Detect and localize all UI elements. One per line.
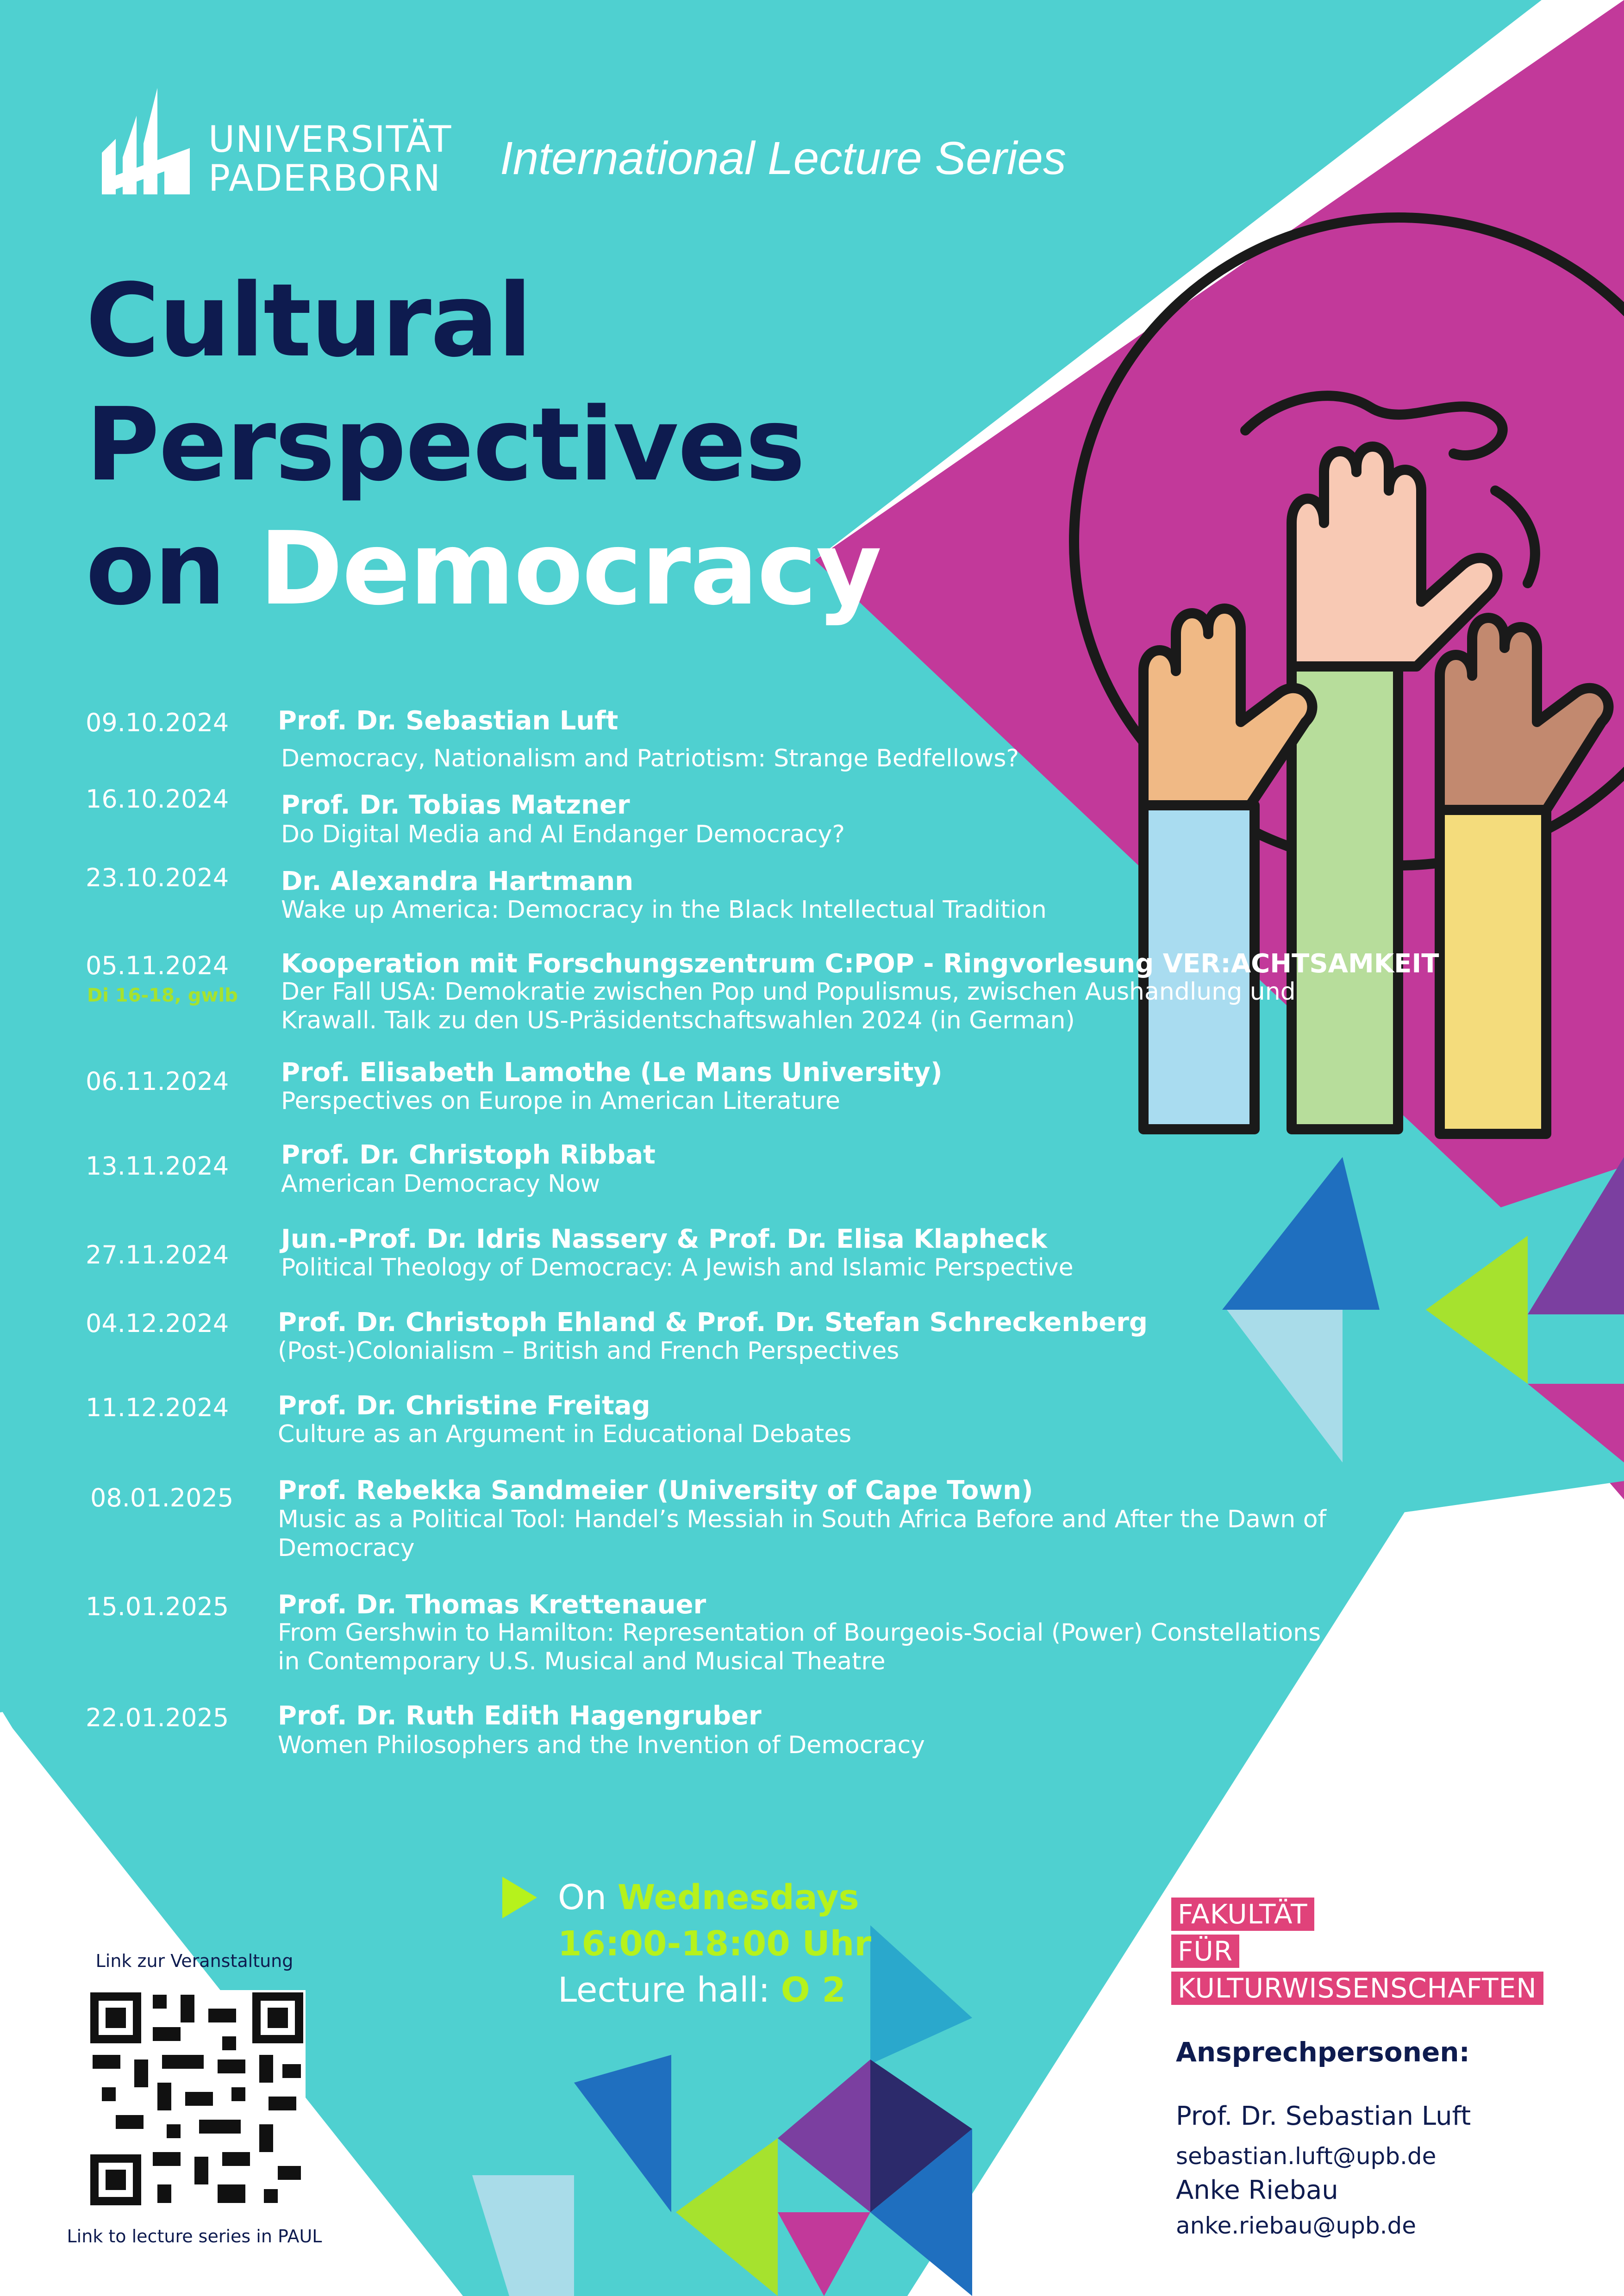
page-title: Cultural Perspectives on Democracy (86, 259, 882, 631)
qr-code[interactable] (88, 1990, 306, 2208)
deco-triangle (472, 2175, 574, 2296)
deco-triangle (870, 2060, 972, 2212)
lecture-speaker: Prof. Dr. Thomas Krettenauer (278, 1590, 706, 1620)
lecture-title: Music as a Political Tool: Handel’s Mess… (278, 1506, 1326, 1562)
schedule-day: Wednesdays (617, 1878, 859, 1917)
deco-triangle (1528, 1384, 1624, 1462)
lecture-speaker: Prof. Dr. Ruth Edith Hagengruber (278, 1701, 762, 1731)
university-name: UNIVERSITÄT PADERBORN (208, 120, 452, 198)
lecture-speaker: Prof. Rebekka Sandmeier (University of C… (278, 1475, 1033, 1506)
lecture-date: 16.10.2024 (86, 784, 229, 814)
lecture-title: Political Theology of Democracy: A Jewis… (281, 1254, 1074, 1282)
deco-triangle (778, 2060, 870, 2212)
title-line1: Cultural (86, 262, 532, 380)
teal-lower-panel (0, 1166, 1624, 2296)
title-line3-prefix: on (86, 510, 226, 628)
contact-email-1[interactable]: sebastian.luft@upb.de (1176, 2143, 1437, 2170)
lecture-title: Der Fall USA: Demokratie zwischen Pop un… (281, 978, 1296, 1034)
lecture-date: 15.01.2025 (86, 1592, 229, 1621)
title-line3: on Democracy (86, 507, 882, 631)
lecture-title: Perspectives on Europe in American Liter… (281, 1087, 841, 1115)
lecture-speaker: Prof. Dr. Sebastian Luft (278, 706, 618, 736)
schedule-hall: O 2 (781, 1970, 846, 2010)
university-line1: UNIVERSITÄT (208, 119, 452, 161)
globe-hands-illustration (1069, 212, 1624, 1139)
deco-triangle (778, 2212, 870, 2296)
faculty-line2: FÜR (1171, 1935, 1240, 1968)
faculty-label: FAKULTÄT FÜR KULTURWISSENSCHAFTEN (1171, 1898, 1543, 2005)
lecture-date: 22.01.2025 (86, 1703, 229, 1732)
lecture-speaker: Jun.-Prof. Dr. Idris Nassery & Prof. Dr.… (281, 1224, 1048, 1254)
lecture-title: Women Philosophers and the Invention of … (278, 1731, 925, 1759)
lecture-title: Democracy, Nationalism and Patriotism: S… (281, 745, 1019, 772)
lecture-date: 04.12.2024 (86, 1309, 229, 1338)
lecture-speaker: Prof. Dr. Christoph Ehland & Prof. Dr. S… (278, 1307, 1148, 1338)
deco-triangle (1227, 1310, 1343, 1462)
schedule: On Wednesdays 16:00-18:00 Uhr Lecture ha… (558, 1874, 871, 2013)
lecture-date: 08.01.2025 (90, 1483, 234, 1512)
lecture-speaker: Prof. Dr. Christoph Ribbat (281, 1140, 656, 1170)
schedule-on: On (558, 1878, 607, 1917)
deco-triangle (1426, 1236, 1528, 1384)
contact-person-1: Prof. Dr. Sebastian Luft (1176, 2101, 1471, 2131)
lecture-speaker: Prof. Dr. Christine Freitag (278, 1391, 650, 1421)
schedule-hall-label: Lecture hall: (558, 1970, 770, 2010)
contact-person-2: Anke Riebau (1176, 2175, 1338, 2205)
contacts-heading: Ansprechpersonen: (1176, 2036, 1470, 2068)
faculty-line3: KULTURWISSENSCHAFTEN (1171, 1972, 1543, 2005)
lecture-date: 27.11.2024 (86, 1240, 229, 1269)
deco-triangle (574, 2055, 671, 2212)
lecture-title: Wake up America: Democracy in the Black … (281, 896, 1047, 924)
lecture-speaker: Prof. Dr. Tobias Matzner (281, 790, 630, 820)
lecture-title: (Post-)Colonialism – British and French … (278, 1337, 899, 1365)
deco-triangle (870, 1925, 972, 2064)
lecture-title: American Democracy Now (281, 1170, 600, 1198)
title-line2: Perspectives (86, 386, 806, 504)
faculty-line1: FAKULTÄT (1171, 1898, 1314, 1931)
university-logo-icon (102, 88, 190, 194)
lecture-date: 06.11.2024 (86, 1067, 229, 1096)
contact-email-2[interactable]: anke.riebau@upb.de (1176, 2212, 1416, 2239)
play-arrow-icon (502, 1877, 537, 1918)
lecture-speaker: Kooperation mit Forschungszentrum C:POP … (281, 949, 1439, 979)
series-label: International Lecture Series (500, 132, 1066, 184)
qr-caption-bottom: Link to lecture series in PAUL (67, 2226, 322, 2246)
schedule-time: 16:00-18:00 Uhr (558, 1924, 871, 1964)
lecture-title: From Gershwin to Hamilton: Representatio… (278, 1619, 1321, 1675)
deco-triangle (1528, 1157, 1624, 1314)
deco-triangle (870, 2129, 972, 2296)
university-line2: PADERBORN (208, 158, 442, 199)
lecture-date: 05.11.2024 (86, 951, 229, 980)
deco-triangle (1222, 1157, 1380, 1310)
lecture-date: 11.12.2024 (86, 1393, 229, 1422)
title-highlight: Democracy (259, 510, 882, 628)
schedule-hall-line: Lecture hall: O 2 (558, 1967, 871, 2013)
lecture-date: 09.10.2024 (86, 708, 229, 737)
deco-triangle (676, 2138, 778, 2296)
qr-caption-top: Link zur Veranstaltung (95, 1951, 294, 1971)
lecture-note: Di 16-18, gwlb (87, 985, 238, 1006)
teal-panel (0, 0, 1624, 1712)
lecture-date: 13.11.2024 (86, 1151, 229, 1181)
lecture-title: Do Digital Media and AI Endanger Democra… (281, 821, 845, 848)
lecture-title: Culture as an Argument in Educational De… (278, 1420, 852, 1448)
lecture-speaker: Dr. Alexandra Hartmann (281, 866, 634, 896)
lecture-date: 23.10.2024 (86, 863, 229, 892)
schedule-day-line: On Wednesdays (558, 1874, 871, 1921)
lecture-speaker: Prof. Elisabeth Lamothe (Le Mans Univers… (281, 1058, 943, 1088)
